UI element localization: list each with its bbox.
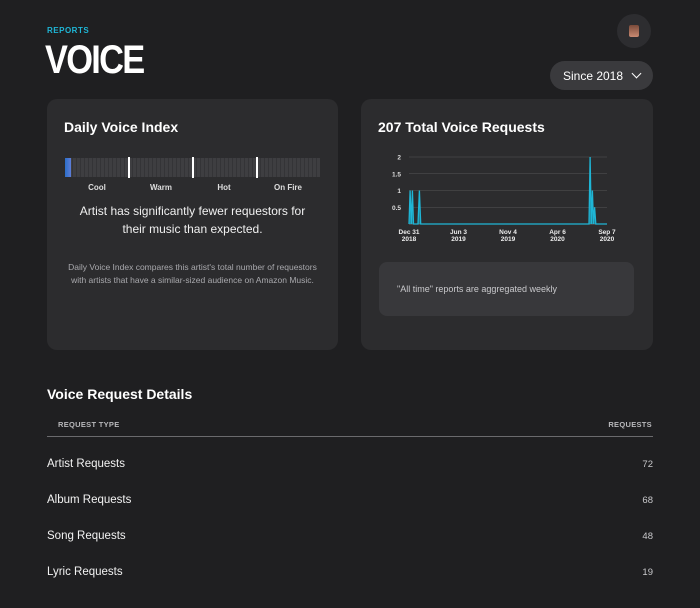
request-count: 48 [642, 530, 653, 542]
daily-voice-index-card: Daily Voice Index Cool Warm Hot On Fire … [47, 99, 338, 350]
card-title: Daily Voice Index [64, 119, 179, 135]
section-eyebrow: REPORTS [47, 26, 90, 35]
table-row: Artist Requests 72 [47, 454, 653, 474]
x-tick-year: 2018 [402, 236, 417, 243]
column-header-requests: REQUESTS [608, 420, 652, 429]
request-type: Artist Requests [47, 458, 125, 470]
table-row: Lyric Requests 19 [47, 562, 653, 582]
table-row: Album Requests 68 [47, 490, 653, 510]
x-tick-year: 2020 [600, 236, 615, 243]
page-title: VOICE [45, 38, 145, 82]
request-type: Lyric Requests [47, 566, 123, 578]
meter-divider [128, 157, 130, 178]
x-tick-label: Nov 4 [499, 229, 517, 236]
column-header-request-type: REQUEST TYPE [58, 420, 120, 429]
meter-divider [192, 157, 194, 178]
aggregation-note: "All time" reports are aggregated weekly [379, 262, 634, 316]
x-tick-year: 2020 [550, 236, 565, 243]
x-tick-label: Jun 3 [450, 229, 467, 236]
series-line [408, 156, 607, 225]
date-range-label: Since 2018 [562, 68, 624, 83]
x-tick-label: Sep 7 [598, 229, 616, 236]
index-explanation: Daily Voice Index compares this artist's… [68, 262, 317, 285]
y-tick-label: 0.5 [392, 205, 401, 212]
y-tick-label: 1.5 [392, 171, 401, 178]
scale-label-warm: Warm [150, 183, 172, 192]
x-tick-year: 2019 [451, 236, 466, 243]
y-tick-label: 1 [397, 188, 401, 195]
section-title: Voice Request Details [47, 386, 193, 402]
scale-label-cool: Cool [88, 183, 106, 192]
date-range-dropdown[interactable]: Since 2018 [550, 61, 653, 90]
avatar[interactable] [617, 14, 651, 48]
request-type: Song Requests [47, 530, 126, 542]
meter-divider [256, 157, 258, 178]
request-count: 19 [642, 566, 653, 578]
meter-level-fill [65, 158, 72, 177]
request-count: 72 [642, 458, 653, 470]
x-tick-label: Apr 6 [549, 229, 566, 236]
chevron-down-icon [631, 68, 642, 79]
total-voice-requests-card: 207 Total Voice Requests 2 1.5 1 0.5 Dec 31 2… [361, 99, 653, 350]
table-row: Song Requests 48 [47, 526, 653, 546]
index-insight: Artist has significantly fewer requestor… [79, 204, 306, 236]
request-count: 68 [642, 494, 653, 506]
avatar-image [629, 25, 639, 37]
x-tick-year: 2019 [501, 236, 516, 243]
y-tick-label: 2 [397, 155, 401, 162]
card-title: 207 Total Voice Requests [378, 119, 545, 135]
scale-label-on-fire: On Fire [273, 183, 302, 192]
x-tick-label: Dec 31 [399, 229, 420, 236]
scale-label-hot: Hot [217, 183, 231, 192]
request-type: Album Requests [47, 494, 132, 506]
table-divider [47, 436, 653, 437]
voice-index-meter [65, 157, 320, 178]
